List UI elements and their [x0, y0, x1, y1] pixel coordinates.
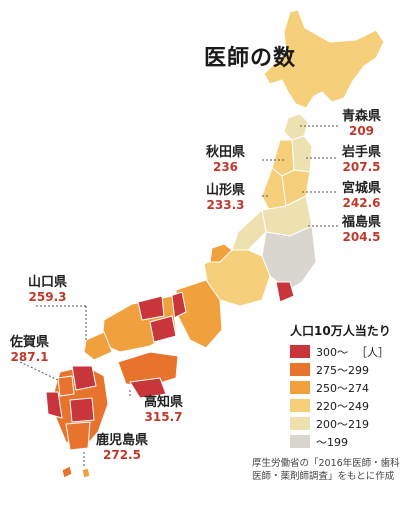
fukushima-value: 204.5: [342, 229, 381, 244]
label-kagoshima: 鹿児島県 272.5: [96, 433, 149, 463]
legend-label: 220～249: [316, 399, 369, 413]
legend-row: 220～249: [290, 397, 408, 414]
yamaguchi-name: 山口県: [28, 275, 68, 290]
region-kanto: [261, 225, 317, 291]
label-yamagata: 山形県 233.3: [206, 183, 246, 213]
label-yamaguchi: 山口県 259.3: [28, 275, 68, 305]
yamagata-value: 233.3: [206, 197, 245, 212]
akita-value: 236: [212, 159, 239, 174]
label-miyagi: 宮城県 242.6: [342, 181, 382, 211]
legend-swatch-under-199: [290, 435, 310, 448]
region-kagoshima: [65, 421, 91, 451]
region-tokyo: [275, 281, 295, 303]
region-fukuoka: [71, 365, 97, 391]
legend-row: ～199: [290, 433, 408, 450]
yamaguchi-value: 259.3: [28, 289, 67, 304]
aomori-name: 青森県: [342, 109, 382, 124]
miyagi-name: 宮城県: [342, 181, 382, 196]
label-kochi: 高知県 315.7: [144, 395, 184, 425]
miyagi-value: 242.6: [342, 195, 381, 210]
legend-label: 250～274: [316, 381, 369, 395]
kochi-name: 高知県: [144, 395, 184, 410]
legend-title: 人口10万人当たり: [290, 324, 391, 338]
legend: 人口10万人当たり 300～ ［人］ 275～299 250～274 220～2…: [290, 322, 408, 451]
region-tottori: [137, 295, 165, 321]
region-southern-islands: [81, 467, 91, 479]
legend-row: 250～274: [290, 379, 408, 396]
akita-name: 秋田県: [206, 145, 246, 160]
map-title: 医師の数: [204, 46, 297, 71]
source-line-2: 医師・薬剤師調査」をもとに作成: [252, 470, 395, 482]
legend-row: 275～299: [290, 361, 408, 378]
saga-value: 287.1: [10, 349, 49, 364]
kagoshima-name: 鹿児島県: [96, 433, 149, 448]
region-shikoku: [117, 351, 179, 387]
saga-name: 佐賀県: [10, 335, 50, 350]
region-okinawa-islands: [61, 465, 73, 479]
iwate-value: 207.5: [342, 159, 381, 174]
legend-label: 200～219: [316, 417, 369, 431]
region-kumamoto: [69, 397, 95, 423]
legend-label: 275～299: [316, 363, 369, 377]
legend-label: ～199: [316, 435, 348, 449]
label-aomori: 青森県 209: [342, 109, 382, 139]
region-hokuriku: [209, 243, 233, 263]
source-line-1: 厚生労働省の「2016年医師・歯科: [252, 458, 400, 469]
legend-row: 200～219: [290, 415, 408, 432]
legend-swatch-200-219: [290, 417, 310, 430]
region-iwate: [291, 135, 313, 173]
label-saga: 佐賀県 287.1: [10, 335, 50, 365]
region-niigata: [231, 209, 267, 251]
region-yamaguchi: [83, 331, 113, 361]
region-hokkaido: [263, 9, 385, 109]
legend-swatch-250-274: [290, 381, 310, 394]
region-saga: [57, 375, 75, 397]
aomori-value: 209: [348, 123, 375, 138]
kochi-value: 315.7: [144, 409, 183, 424]
label-akita: 秋田県 236: [206, 145, 246, 175]
label-fukushima: 福島県 204.5: [342, 215, 382, 245]
legend-swatch-300-plus: [290, 345, 310, 358]
kagoshima-value: 272.5: [103, 447, 141, 462]
region-kinki: [175, 279, 223, 349]
fukushima-name: 福島県: [342, 215, 382, 230]
region-kochi: [129, 377, 167, 399]
source-note: 厚生労働省の「2016年医師・歯科 医師・薬剤師調査」をもとに作成: [252, 458, 412, 484]
region-nagasaki: [45, 391, 63, 419]
region-okayama: [149, 315, 177, 343]
iwate-name: 岩手県: [342, 145, 382, 160]
leader-saga: [19, 361, 59, 381]
label-iwate: 岩手県 207.5: [342, 145, 382, 175]
legend-row: 300～ ［人］: [290, 343, 408, 360]
legend-swatch-275-299: [290, 363, 310, 376]
legend-label: 300～: [316, 345, 348, 359]
yamagata-name: 山形県: [206, 183, 246, 198]
legend-unit: ［人］: [356, 345, 389, 359]
legend-swatch-220-249: [290, 399, 310, 412]
